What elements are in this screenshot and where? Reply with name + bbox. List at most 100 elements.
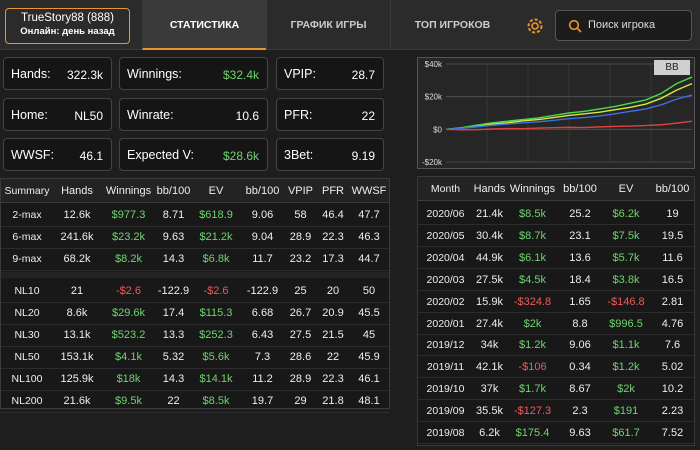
table-cell: 0.34 bbox=[569, 361, 591, 374]
stat-label: Winnings: bbox=[127, 67, 182, 81]
table-cell: 2019/11 bbox=[426, 361, 465, 374]
stat-box: PFR: 22 bbox=[276, 98, 384, 131]
table-cell: $191 bbox=[613, 405, 639, 418]
table-cell: 8.6k bbox=[66, 307, 88, 319]
graph-line bbox=[445, 120, 693, 131]
stat-label: WWSF: bbox=[11, 148, 55, 162]
table-cell: $5.7k bbox=[612, 251, 640, 264]
table-cell: $4.5k bbox=[519, 273, 546, 286]
table-cell: 9.63 bbox=[569, 427, 591, 439]
table-cell: 28.9 bbox=[289, 373, 312, 385]
y-tick-label: $20k bbox=[425, 93, 443, 102]
table-cell: 2019/09 bbox=[426, 405, 465, 418]
table-cell: 2019/10 bbox=[426, 383, 465, 396]
table-cell: 11.6 bbox=[662, 251, 683, 264]
stat-label: Home: bbox=[11, 108, 48, 122]
table-cell: 46.3 bbox=[358, 231, 380, 243]
table-cell: $18k bbox=[116, 373, 141, 385]
table-cell: -$2.6 bbox=[115, 285, 142, 297]
column-header: Hands bbox=[61, 185, 93, 197]
row-divider bbox=[418, 289, 694, 291]
table-cell: 27.4k bbox=[476, 317, 503, 330]
table-cell: -$146.8 bbox=[607, 295, 645, 308]
stat-value: 22 bbox=[361, 109, 375, 123]
player-card[interactable]: TrueStory88 (888) Онлайн: день назад bbox=[5, 8, 130, 44]
table-cell: 19.5 bbox=[661, 229, 684, 242]
table-cell: 7.52 bbox=[661, 427, 684, 439]
row-divider bbox=[418, 245, 694, 247]
table-cell: $2k bbox=[523, 317, 542, 330]
stat-label: PFR: bbox=[284, 108, 313, 122]
table-cell: 9.63 bbox=[162, 231, 185, 243]
table-cell: 2.81 bbox=[661, 295, 684, 308]
stat-label: Expected V: bbox=[127, 148, 194, 162]
column-header: PFR bbox=[322, 185, 344, 197]
table-cell: $8.5k bbox=[519, 208, 546, 220]
row-divider bbox=[418, 377, 694, 379]
table-cell: 11.2 bbox=[252, 373, 273, 385]
graph-badge: BB bbox=[654, 60, 690, 75]
table-cell: 26.7 bbox=[289, 307, 312, 319]
row-divider bbox=[1, 368, 389, 369]
column-header: EV bbox=[208, 185, 224, 197]
settings-icon[interactable] bbox=[524, 15, 546, 37]
row-divider bbox=[418, 333, 694, 335]
column-header: Winnings bbox=[105, 185, 152, 197]
table-cell: 2020/05 bbox=[426, 229, 465, 242]
table-cell: 35.5k bbox=[476, 405, 503, 418]
table-cell: 68.2k bbox=[63, 253, 91, 265]
table-cell: NL20 bbox=[14, 307, 40, 319]
nav-tab[interactable]: ТОП ИГРОКОВ bbox=[390, 0, 514, 50]
table-cell: $29.6k bbox=[111, 307, 146, 319]
table-cell: $2k bbox=[617, 383, 635, 396]
stat-value: $28.6k bbox=[222, 149, 259, 163]
stat-box: Winrate: 10.6 bbox=[119, 98, 268, 131]
column-header: Winnings bbox=[509, 183, 556, 195]
table-cell: 42.1k bbox=[476, 361, 503, 374]
table-cell: 37k bbox=[480, 383, 499, 396]
table-cell: 22.3 bbox=[322, 373, 344, 385]
search-icon bbox=[568, 19, 582, 33]
table-cell: 23.1 bbox=[569, 229, 591, 242]
table-cell: 27.5k bbox=[476, 273, 503, 286]
table-cell: 20.9 bbox=[322, 307, 344, 319]
table-cell: 2-max bbox=[12, 209, 42, 221]
table-cell: -$127.3 bbox=[513, 405, 552, 418]
table-cell: 58 bbox=[294, 209, 307, 221]
table-cell: 21.5 bbox=[322, 329, 344, 341]
table-cell: $9.5k bbox=[115, 395, 142, 407]
nav-tab[interactable]: ГРАФИК ИГРЫ bbox=[266, 0, 390, 50]
column-header: bb/100 bbox=[563, 183, 597, 195]
row-divider bbox=[418, 311, 694, 313]
table-cell: 45.9 bbox=[358, 351, 380, 363]
table-cell: 34k bbox=[480, 339, 499, 352]
table-cell: 17.4 bbox=[162, 307, 185, 319]
table-cell: $3.8k bbox=[612, 273, 640, 286]
table-cell: $14.1k bbox=[199, 373, 233, 385]
table-cell: $6.1k bbox=[519, 251, 546, 264]
table-cell: $175.4 bbox=[515, 427, 550, 439]
graph: $40k $20k $0 -$20k bbox=[422, 60, 693, 167]
table-cell: -122.9 bbox=[246, 285, 279, 297]
table-cell: $21.2k bbox=[199, 231, 233, 243]
row-divider bbox=[1, 226, 389, 227]
table-cell: NL100 bbox=[11, 373, 43, 385]
table-cell: 2.3 bbox=[572, 405, 588, 418]
table-cell: 8.71 bbox=[162, 209, 185, 221]
table-cell: 23.2 bbox=[289, 253, 312, 265]
table-cell: 9.04 bbox=[251, 231, 274, 243]
table-cell: $61.7 bbox=[612, 427, 640, 439]
table-cell: 21.8 bbox=[322, 395, 344, 407]
player-name: TrueStory88 (888) bbox=[21, 12, 114, 24]
search-box[interactable]: Поиск игрока bbox=[555, 10, 692, 41]
table-cell: $5.6k bbox=[202, 351, 230, 363]
table-cell: NL200 bbox=[11, 395, 43, 407]
group-gap bbox=[1, 272, 389, 278]
nav-tab[interactable]: СТАТИСТИКА bbox=[142, 0, 266, 50]
column-header: bb/100 bbox=[245, 185, 280, 197]
table-cell: 19.7 bbox=[251, 395, 274, 407]
table-cell: $23.2k bbox=[111, 231, 146, 243]
stat-box: Expected V: $28.6k bbox=[119, 138, 268, 171]
table-cell: 28.9 bbox=[289, 231, 312, 243]
